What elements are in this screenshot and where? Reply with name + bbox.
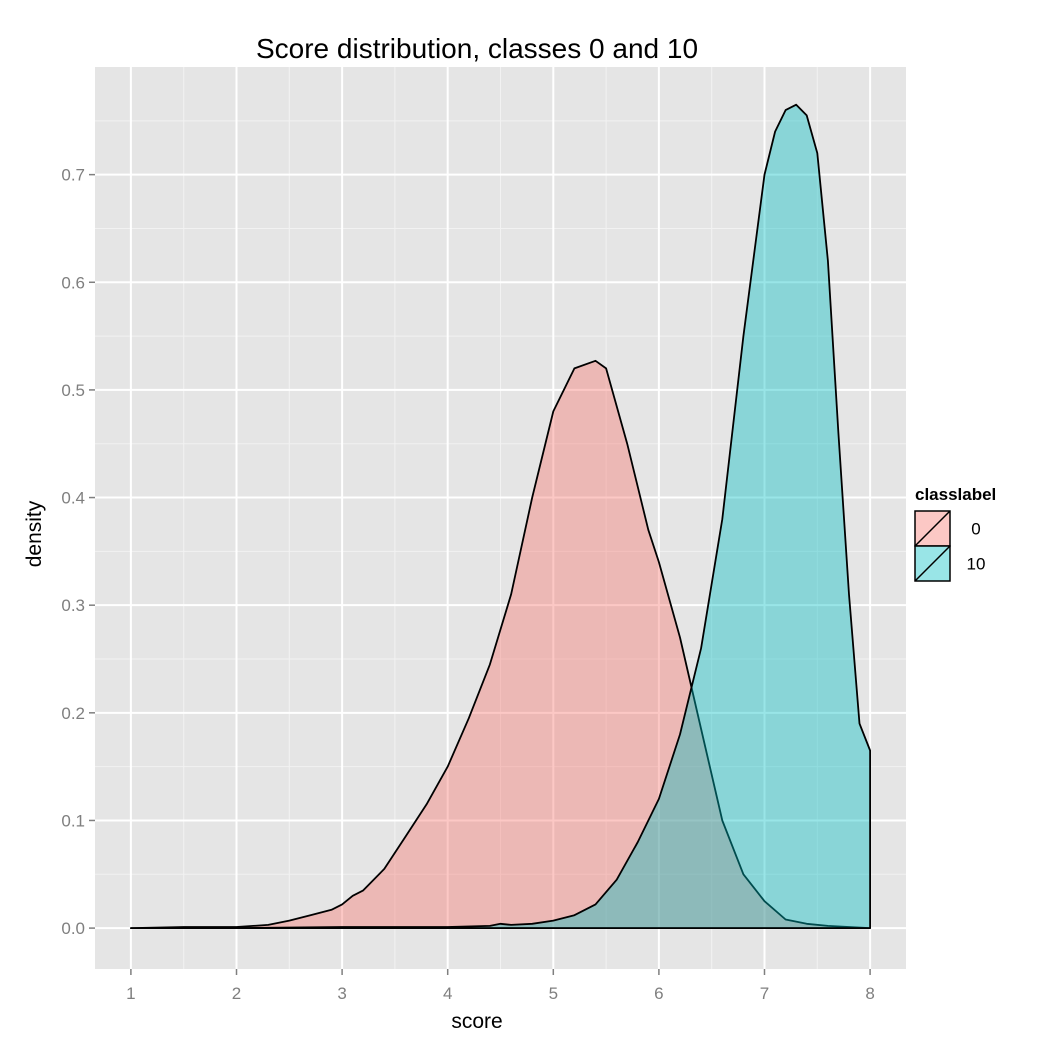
legend-label-10: 10 xyxy=(967,555,986,574)
x-tick-label: 4 xyxy=(443,984,452,1003)
y-tick-label: 0.3 xyxy=(61,596,85,615)
x-tick-label: 2 xyxy=(232,984,241,1003)
y-tick-label: 0.7 xyxy=(61,166,85,185)
y-tick-label: 0.0 xyxy=(61,919,85,938)
x-tick-label: 5 xyxy=(549,984,558,1003)
x-axis: 1 2 3 4 5 6 7 8 xyxy=(126,969,875,1003)
y-tick-label: 0.6 xyxy=(61,273,85,292)
minor-gridlines xyxy=(95,67,906,969)
legend-label-0: 0 xyxy=(971,520,980,539)
y-tick-label: 0.2 xyxy=(61,704,85,723)
x-tick-label: 3 xyxy=(337,984,346,1003)
chart-title: Score distribution, classes 0 and 10 xyxy=(256,33,698,64)
y-tick-label: 0.5 xyxy=(61,381,85,400)
y-axis-title: density xyxy=(23,500,46,567)
density-area-class-0 xyxy=(130,359,871,929)
x-tick-label: 8 xyxy=(865,984,874,1003)
legend-title: classlabel xyxy=(915,485,996,504)
x-tick-label: 6 xyxy=(654,984,663,1003)
y-tick-label: 0.1 xyxy=(61,811,85,830)
x-tick-label: 1 xyxy=(126,984,135,1003)
y-tick-label: 0.4 xyxy=(61,489,85,508)
legend: classlabel 0 10 xyxy=(914,485,996,582)
legend-key-slash xyxy=(914,510,951,547)
x-tick-label: 7 xyxy=(760,984,769,1003)
legend-key-slash xyxy=(914,545,951,582)
density-areas xyxy=(130,103,871,929)
density-area-class-10 xyxy=(130,103,871,929)
y-axis: 0.0 0.1 0.2 0.3 0.4 0.5 0.6 0.7 xyxy=(61,166,95,938)
x-axis-title: score xyxy=(451,1010,502,1033)
